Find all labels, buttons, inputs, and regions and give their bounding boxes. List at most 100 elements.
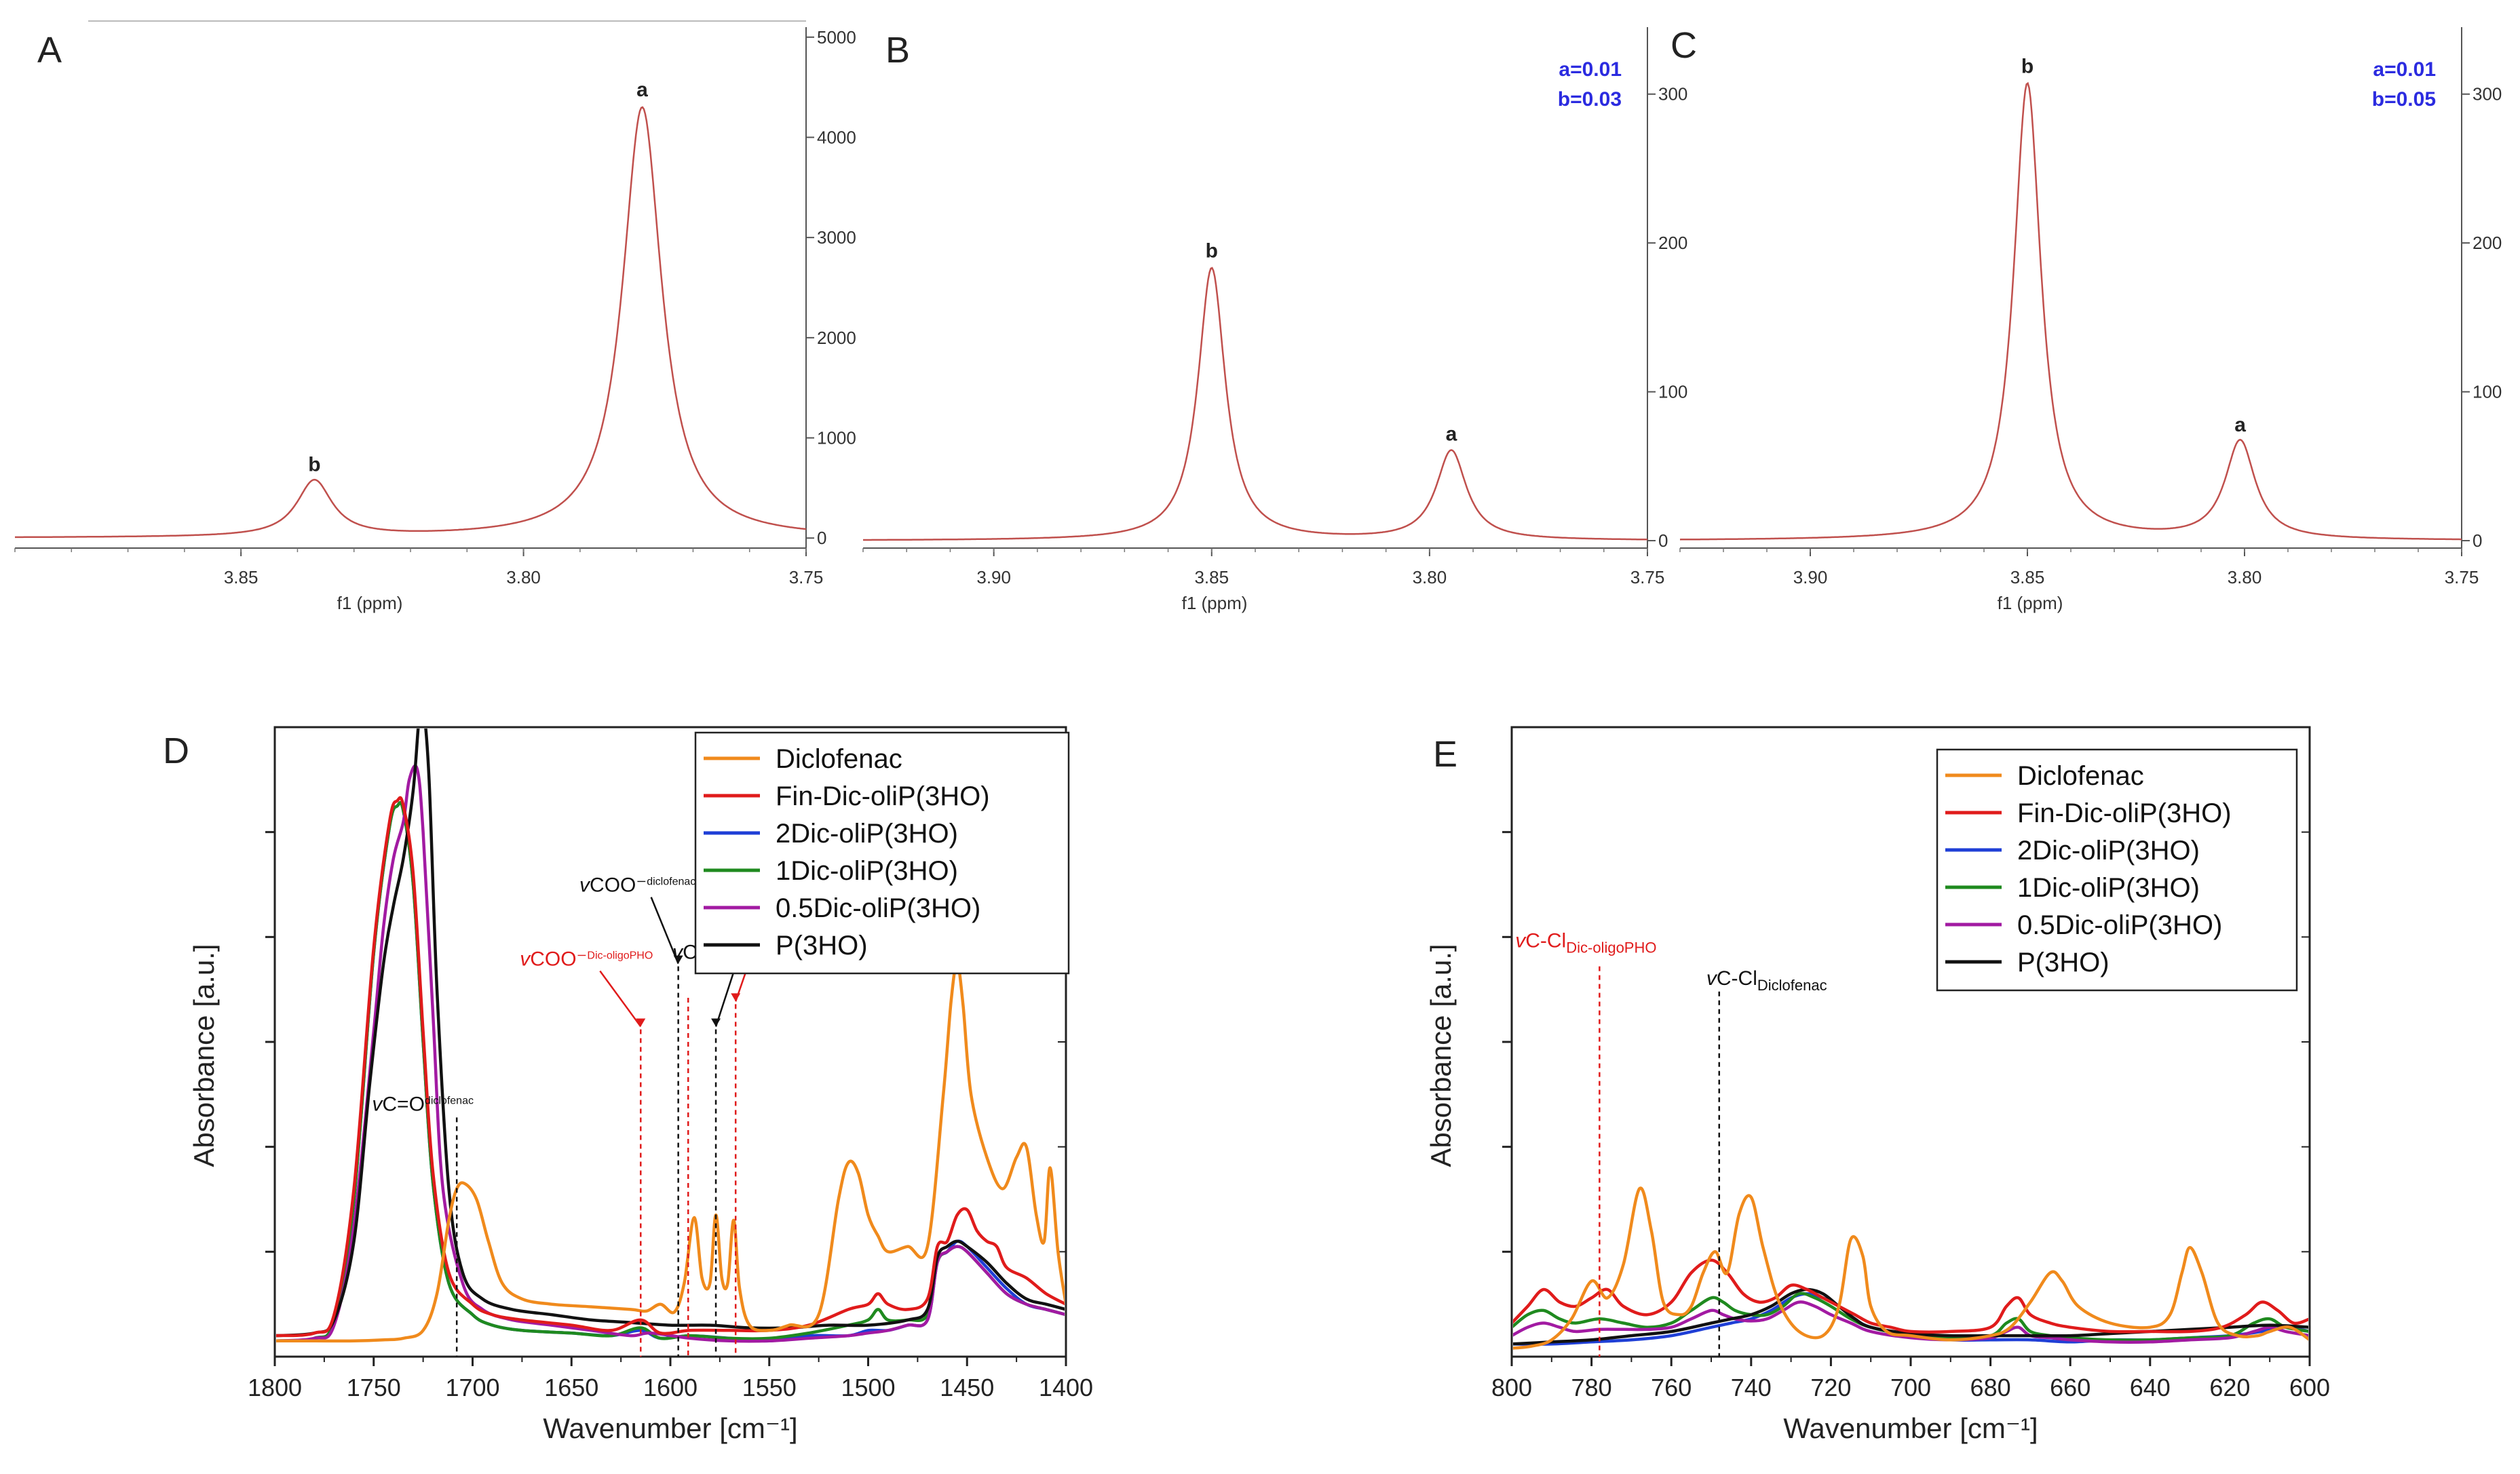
annotation-sub: Diclofenac [1757, 977, 1827, 994]
legend-label: 2Dic-oliP(3HO) [776, 819, 958, 849]
legend-label: Diclofenac [776, 744, 902, 774]
annotation-nu: v [579, 874, 591, 897]
peak-label-a: a [2234, 414, 2246, 436]
y-tick-label: 200 [1658, 233, 1687, 253]
series-group [1513, 1186, 2308, 1350]
annotation-arrowhead [711, 1018, 721, 1027]
peak-label-b: b [1206, 239, 1218, 262]
annotation-arrow [599, 970, 642, 1028]
legend-label: 2Dic-oliP(3HO) [2017, 836, 2200, 866]
ratio-annotation: b=0.03 [1558, 88, 1622, 111]
series-line-Diclofenac [1513, 1186, 2308, 1350]
x-tick-label: 3.90 [1793, 567, 1828, 587]
legend-item: 0.5Dic-oliP(3HO) [704, 893, 980, 923]
legend: Diclofenac Fin-Dic-oliP(3HO) 2Dic-oliP(3HO… [694, 731, 1070, 975]
peak-label-a: a [636, 79, 648, 101]
x-tick-label: 1700 [445, 1374, 499, 1401]
annotation-label: vC-ClDic-oligoPHO [1515, 930, 1656, 956]
y-tick-label: 3000 [817, 227, 856, 248]
annotation-main: C-Cl [1525, 930, 1566, 952]
x-tick-label: 3.85 [2010, 567, 2045, 587]
legend-item: 2Dic-oliP(3HO) [1945, 836, 2200, 866]
x-tick-label: 1650 [544, 1374, 598, 1401]
ftir-panel-d: D 1800 1750 1700 1650 1600 1550 1500 1450 1400 Wav… [163, 726, 1093, 1444]
spectrum-line [15, 106, 807, 539]
nmr-panel-b: B 3.90 3.85 3.80 3.75 f1 (ppm) 0 100 200 300 b a a=0… [862, 27, 1687, 613]
legend-box [1936, 748, 2298, 992]
x-tick-label: 1550 [742, 1374, 797, 1401]
legend-item: Diclofenac [1945, 761, 2144, 791]
nmr-panel-c: C 3.90 3.85 3.80 3.75 f1 (ppm) 0 100 200 300 b a a=0… [1671, 25, 2502, 613]
y-tick-label: 100 [1658, 382, 1687, 402]
x-tick-label: 720 [1810, 1374, 1851, 1401]
legend-label: P(3HO) [776, 931, 868, 961]
x-tick-label: 660 [2050, 1374, 2091, 1401]
y-axis-label: Absorbance [a.u.] [1425, 944, 1457, 1167]
legend-box [694, 731, 1070, 975]
y-tick-label: 100 [2473, 382, 2502, 402]
ratio-annotation: b=0.05 [2372, 88, 2436, 111]
x-tick-label: 3.75 [789, 567, 824, 587]
annotation-sub: diclofenac [425, 1095, 474, 1106]
x-tick-label: 3.80 [2228, 567, 2262, 587]
x-tick-label: 3.80 [1413, 567, 1447, 587]
legend-label: 0.5Dic-oliP(3HO) [776, 893, 980, 923]
x-axis-label: Wavenumber [cm⁻¹] [1783, 1412, 2038, 1444]
x-tick-label: 1750 [347, 1374, 401, 1401]
series-line-Fin-Dic-oliP(3HO) [1513, 1258, 2308, 1334]
legend-item: 2Dic-oliP(3HO) [704, 819, 958, 849]
y-tick-label: 0 [2473, 530, 2482, 551]
legend-label: Fin-Dic-oliP(3HO) [776, 781, 990, 811]
annotation-main: COO⁻ [530, 948, 587, 970]
legend-label: P(3HO) [2017, 948, 2109, 977]
legend-item: Fin-Dic-oliP(3HO) [704, 781, 990, 811]
annotation-arrow [714, 964, 738, 1027]
panel-letter: C [1671, 25, 1697, 66]
x-tick-label: 640 [2130, 1374, 2171, 1401]
x-axis-label: f1 (ppm) [337, 593, 403, 613]
x-tick-label: 800 [1491, 1374, 1532, 1401]
annotation-nu: v [372, 1093, 383, 1115]
annotation-nu: v [1706, 967, 1718, 990]
x-tick-label: 700 [1890, 1374, 1931, 1401]
panel-letter: E [1433, 734, 1457, 775]
spectrum-line [1679, 81, 2462, 541]
x-tick-label: 3.75 [2445, 567, 2479, 587]
x-axis-label: f1 (ppm) [1998, 593, 2063, 613]
series-line-Fin-Dic-oliP(3HO) [276, 796, 1065, 1338]
annotation-main: COO⁻ [590, 874, 647, 897]
x-tick-label: 3.75 [1630, 567, 1665, 587]
y-tick-label: 0 [1658, 530, 1668, 551]
x-tick-label: 740 [1731, 1374, 1772, 1401]
x-tick-label: 3.85 [1194, 567, 1229, 587]
legend-label: 0.5Dic-oliP(3HO) [2017, 910, 2222, 940]
annotation-label: vC-ClDiclofenac [1706, 967, 1827, 994]
series-line-1Dic-oliP(3HO) [1513, 1292, 2308, 1342]
y-tick-label: 200 [2473, 233, 2502, 253]
panel-letter: D [163, 731, 189, 771]
annotation-sub: Dic-oligoPHO [1566, 939, 1656, 956]
y-axis-label: Absorbance [a.u.] [188, 944, 220, 1167]
nmr-panel-a: A 3.85 3.80 3.75 f1 (ppm) 0 1000 2000 3000 4000 50… [14, 20, 856, 613]
annotation-main: C-Cl [1717, 967, 1757, 990]
legend-item: 1Dic-oliP(3HO) [1945, 873, 2200, 903]
series-line-P(3HO) [276, 729, 1065, 1338]
y-tick-label: 4000 [817, 127, 856, 147]
x-axis-label: Wavenumber [cm⁻¹] [543, 1412, 797, 1444]
legend-label: Diclofenac [2017, 761, 2144, 791]
x-tick-label: 780 [1571, 1374, 1612, 1401]
annotation-arrowhead [636, 1018, 646, 1027]
annotation-nu: v [672, 941, 684, 963]
legend-item: Fin-Dic-oliP(3HO) [1945, 798, 2232, 828]
spectrum-line [863, 267, 1647, 541]
legend-item: Diclofenac [704, 744, 902, 774]
annotation-sub: Dic-oligoPHO [587, 950, 653, 961]
x-tick-label: 680 [1970, 1374, 2011, 1401]
x-tick-label: 600 [2289, 1374, 2330, 1401]
series-line-Diclofenac [276, 961, 1065, 1343]
legend-label: 1Dic-oliP(3HO) [2017, 873, 2200, 903]
annotation-label: vCOO⁻diclofenac [579, 874, 695, 897]
series-line-0.5Dic-oliP(3HO) [276, 764, 1065, 1343]
legend: Diclofenac Fin-Dic-oliP(3HO) 2Dic-oliP(3HO… [1936, 748, 2298, 992]
